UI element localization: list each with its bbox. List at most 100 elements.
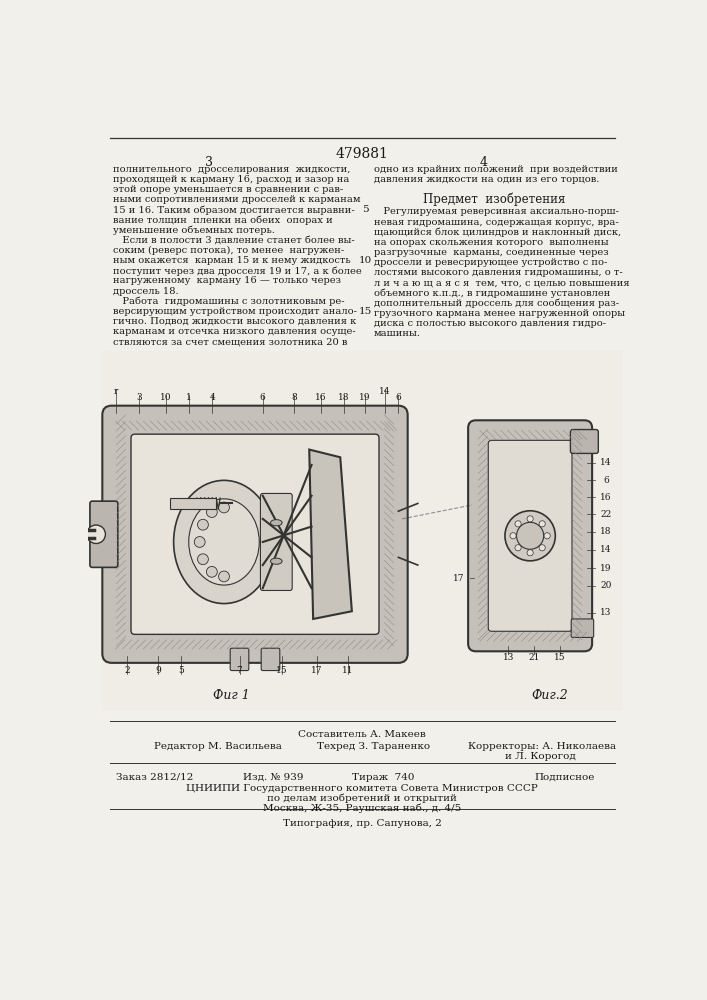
Text: 14: 14 (600, 545, 612, 554)
FancyBboxPatch shape (571, 619, 594, 637)
FancyBboxPatch shape (571, 430, 598, 453)
Text: 15: 15 (276, 666, 288, 675)
Text: 5: 5 (362, 205, 368, 214)
Text: ным окажется  карман 15 и к нему жидкость: ным окажется карман 15 и к нему жидкость (113, 256, 351, 265)
Text: Заказ 2812/12: Заказ 2812/12 (115, 773, 193, 782)
Text: 9: 9 (156, 666, 161, 675)
Circle shape (515, 521, 521, 527)
Text: проходящей к карману 16, расход и зазор на: проходящей к карману 16, расход и зазор … (113, 175, 349, 184)
Text: 10: 10 (358, 256, 372, 265)
Text: карманам и отсечка низкого давления осуще-: карманам и отсечка низкого давления осущ… (113, 327, 356, 336)
Text: Работа  гидромашины с золотниковым ре-: Работа гидромашины с золотниковым ре- (113, 297, 345, 306)
Text: 20: 20 (600, 581, 612, 590)
Text: 13: 13 (503, 653, 514, 662)
Text: Регулируемая реверсивная аксиально-порш-: Регулируемая реверсивная аксиально-порш- (373, 207, 619, 216)
Text: давления жидкости на один из его торцов.: давления жидкости на один из его торцов. (373, 175, 599, 184)
Text: 2: 2 (124, 666, 130, 675)
Circle shape (527, 516, 533, 522)
Circle shape (539, 521, 545, 527)
Text: 17: 17 (311, 666, 323, 675)
Text: соким (реверс потока), то менее  нагружен-: соким (реверс потока), то менее нагружен… (113, 246, 344, 255)
Text: 6: 6 (603, 476, 609, 485)
Circle shape (515, 545, 521, 551)
Text: дроссель 18.: дроссель 18. (113, 287, 179, 296)
Circle shape (206, 507, 217, 517)
FancyBboxPatch shape (90, 501, 118, 567)
Text: Корректоры: А. Николаева: Корректоры: А. Николаева (468, 742, 617, 751)
Ellipse shape (517, 522, 544, 549)
Text: 21: 21 (528, 653, 539, 662)
FancyBboxPatch shape (468, 420, 592, 651)
Text: 11: 11 (342, 666, 354, 675)
Text: 14: 14 (600, 458, 612, 467)
Circle shape (218, 571, 230, 582)
Text: лостями высокого давления гидромашины, о т-: лостями высокого давления гидромашины, о… (373, 268, 622, 277)
Text: версирующим устройством происходит анало-: версирующим устройством происходит анало… (113, 307, 357, 316)
Text: 22: 22 (600, 510, 612, 519)
Text: ствляются за счет смещения золотника 20 в: ствляются за счет смещения золотника 20 … (113, 337, 348, 346)
Text: полнительного  дросселирования  жидкости,: полнительного дросселирования жидкости, (113, 165, 351, 174)
Text: на опорах скольжения которого  выполнены: на опорах скольжения которого выполнены (373, 238, 608, 247)
Ellipse shape (189, 499, 259, 585)
FancyBboxPatch shape (230, 648, 249, 671)
Text: разгрузочные  карманы, соединенные через: разгрузочные карманы, соединенные через (373, 248, 608, 257)
Text: 18: 18 (339, 393, 350, 402)
Text: этой опоре уменьшается в сравнении с рав-: этой опоре уменьшается в сравнении с рав… (113, 185, 344, 194)
Text: дроссели и ревесрирующее устройство с по-: дроссели и ревесрирующее устройство с по… (373, 258, 607, 267)
Text: 19: 19 (359, 393, 370, 402)
Ellipse shape (505, 511, 555, 561)
Ellipse shape (271, 520, 282, 526)
FancyBboxPatch shape (131, 434, 379, 634)
Text: Тираж  740: Тираж 740 (352, 773, 414, 782)
Text: 17: 17 (453, 574, 464, 583)
Circle shape (194, 537, 205, 547)
Circle shape (510, 533, 516, 539)
Text: 15 и 16. Таким образом достигается выравни-: 15 и 16. Таким образом достигается вырав… (113, 205, 355, 215)
Circle shape (527, 550, 533, 556)
Text: 15: 15 (358, 307, 372, 316)
Text: и Л. Корогод: и Л. Корогод (506, 752, 576, 761)
Text: уменьшение объемных потерь.: уменьшение объемных потерь. (113, 226, 275, 235)
Bar (103, 351, 623, 711)
Text: 15: 15 (554, 653, 566, 662)
Text: 19: 19 (600, 564, 612, 573)
Text: Техред З. Тараненко: Техред З. Тараненко (317, 742, 430, 751)
Text: нагруженному  карману 16 — только через: нагруженному карману 16 — только через (113, 276, 341, 285)
Text: машины.: машины. (373, 329, 421, 338)
Text: грузочного кармана менее нагруженной опоры: грузочного кармана менее нагруженной опо… (373, 309, 625, 318)
FancyBboxPatch shape (103, 406, 408, 663)
Text: 6: 6 (260, 393, 266, 402)
FancyBboxPatch shape (489, 440, 572, 631)
Text: дополнительный дроссель для сообщения раз-: дополнительный дроссель для сообщения ра… (373, 299, 619, 308)
Text: 7: 7 (237, 666, 243, 675)
Ellipse shape (271, 558, 282, 564)
FancyBboxPatch shape (260, 493, 292, 590)
Circle shape (544, 533, 550, 539)
Text: 14: 14 (380, 387, 391, 396)
Text: л и ч а ю щ а я с я  тем, что, с целью повышения: л и ч а ю щ а я с я тем, что, с целью по… (373, 278, 629, 287)
Text: 5: 5 (178, 666, 185, 675)
Text: 6: 6 (395, 393, 402, 402)
Text: 16: 16 (315, 393, 327, 402)
Text: 18: 18 (600, 527, 612, 536)
Text: 3: 3 (204, 156, 213, 169)
Circle shape (539, 545, 545, 551)
Circle shape (218, 502, 230, 513)
Text: ЦНИИПИ Государственного комитета Совета Министров СССР: ЦНИИПИ Государственного комитета Совета … (186, 784, 538, 793)
FancyBboxPatch shape (261, 648, 280, 671)
Text: Редактор М. Васильева: Редактор М. Васильева (154, 742, 282, 751)
Circle shape (206, 566, 217, 577)
Text: вание толщин  пленки на обеих  опорах и: вание толщин пленки на обеих опорах и (113, 215, 333, 225)
Text: объемного к.п.д., в гидромашине установлен: объемного к.п.д., в гидромашине установл… (373, 289, 610, 298)
Text: диска с полостью высокого давления гидро-: диска с полостью высокого давления гидро… (373, 319, 606, 328)
Text: Фиг.2: Фиг.2 (531, 689, 568, 702)
Text: r: r (113, 387, 117, 396)
Text: 8: 8 (291, 393, 297, 402)
Ellipse shape (174, 480, 274, 604)
Text: Составитель А. Макеев: Составитель А. Макеев (298, 730, 426, 739)
Text: Фиг 1: Фиг 1 (214, 689, 250, 702)
Circle shape (197, 519, 209, 530)
Text: одно из крайних положений  при воздействии: одно из крайних положений при воздействи… (373, 165, 617, 174)
Text: по делам изобретений и открытий: по делам изобретений и открытий (267, 794, 457, 803)
Text: 4: 4 (209, 393, 215, 402)
